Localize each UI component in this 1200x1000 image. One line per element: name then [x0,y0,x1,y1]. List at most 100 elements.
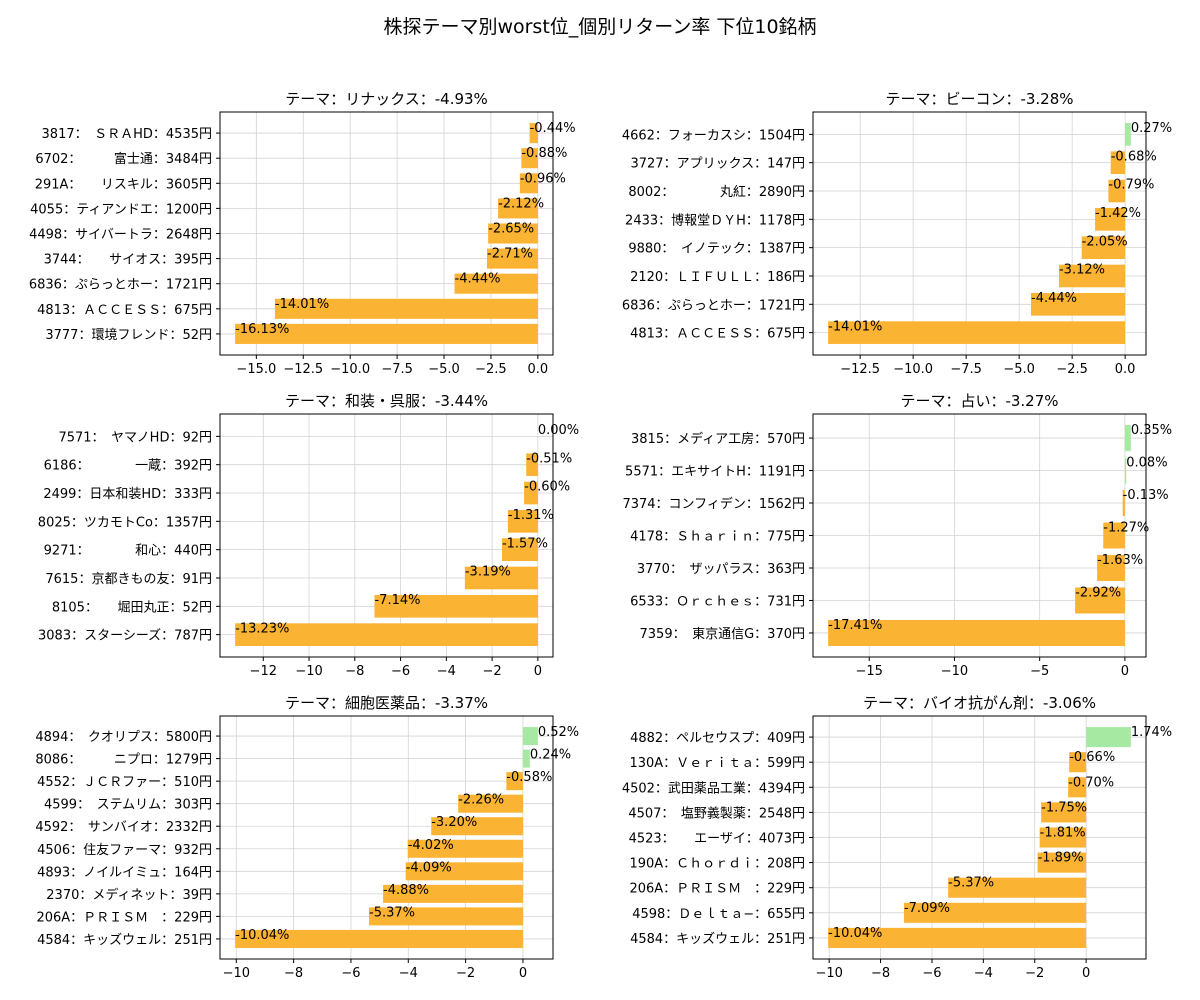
data-label: 0.00% [538,423,579,438]
bar [1103,522,1125,549]
x-tick-label: −2.5 [1056,362,1088,377]
y-tick-label: 4584：キッズウェル：251円 [630,931,805,947]
x-tick-label: −6 [341,966,360,981]
y-tick-label: 3817： ＳＲＡHD：4535円 [42,127,212,142]
y-tick-label: 291A： リスキル：3605円 [35,177,212,192]
y-tick-label: 7615：京都きもの友：91円 [45,571,212,587]
data-label: -14.01% [828,319,882,334]
bar [519,173,538,194]
x-tick-label: −15 [855,664,882,679]
bar [1081,236,1126,259]
x-tick-label: −2 [483,664,502,679]
y-tick-label: 6836：ぷらっとホー：1721円 [29,278,212,293]
axes-frame [812,111,1147,356]
subplot-4: 0.35%0.08%-0.13%-1.27%-1.63%-2.92%-17.41… [622,392,1172,679]
bar [383,884,523,903]
y-tick-label: 4523： エーザイ：4073円 [629,832,805,847]
data-label: 0.35% [1131,423,1172,438]
x-tick-label: −10 [941,664,968,679]
x-tick-label: −15.0 [236,362,276,377]
x-tick-label: −10 [223,966,250,981]
subplot-6: 1.74% -0.66% -0.70% -1.75% -1.81% -1.89% -5.37… [622,694,1172,981]
data-label: 0.08% [1126,456,1167,471]
data-label: -0.96% [520,171,566,186]
bar [454,273,538,294]
x-tick-label: −4 [974,966,993,981]
bar [1041,802,1087,823]
axes-frame [219,715,554,960]
y-tick-label: 4813：ＡＣＣＥＳＳ：675円 [630,327,805,342]
bar [828,321,1126,344]
bar [274,298,538,319]
y-tick-label: 9880： イノテック：1387円 [628,242,805,257]
y-tick-label: 9271： 和心：440円 [44,544,212,559]
x-tick-label: −2 [1025,966,1044,981]
axes-frame [219,413,554,658]
data-label: -5.37% [369,905,415,920]
x-tick-label: −12.5 [283,362,323,377]
bar [488,223,538,244]
bar [1125,123,1131,146]
bar [903,902,1087,923]
data-label: -1.31% [508,508,554,523]
bar [374,594,538,618]
bar [498,198,538,219]
y-tick-label: 4893：ノイルイミュ：164円 [37,865,212,880]
x-tick-label: −2.5 [475,362,507,377]
data-label: -1.75% [1041,800,1087,815]
y-tick-label: 4882：ペルセウスプ：409円 [630,731,805,746]
y-tick-label: 130A：Ｖｅｒｉｔａ：599円 [629,756,805,771]
subplot-5: 0.52% 0.24% -0.58%-2.26% -3.20% -4.02% -4.09%… [35,694,579,981]
x-tick-label: −8 [345,664,364,679]
bar [1031,292,1126,316]
bar [524,481,538,505]
x-tick-label: −5 [1030,664,1049,679]
bar [1124,425,1131,452]
data-label: -16.13% [235,322,289,337]
y-tick-label: 3777：環境フレンド：52円 [45,328,212,343]
x-tick-label: −2 [456,966,475,981]
y-tick-label: 3744： サイオス：395円 [44,253,212,268]
y-tick-label: 8025：ツカモトCo：1357円 [38,515,212,530]
subplot-title: テーマ：和装・呉服：-3.44% [285,392,488,410]
y-tick-label: 4894： クオリプス：5800円 [35,730,212,745]
data-label: -3.20% [431,815,477,830]
x-tick-label: −8 [284,966,303,981]
bar [1086,727,1131,748]
bar [1037,852,1087,873]
data-label: -0.79% [1108,178,1154,193]
bar [235,929,523,948]
bar [529,123,538,144]
subplot-title: テーマ：占い：-3.27% [900,392,1058,410]
bar [407,839,523,858]
bar [464,566,538,590]
data-label: -17.41% [828,618,882,633]
y-tick-label: 7571： ヤマノHD：92円 [58,430,212,445]
bar [369,907,523,926]
bar [501,538,538,561]
bar [1039,827,1087,848]
bar [487,248,538,269]
data-label: -0.68% [1111,149,1157,164]
bar [522,749,530,768]
y-tick-label: 4592： サンバイオ：2332円 [35,820,212,835]
data-label: -10.04% [828,926,882,941]
x-tick-label: −10 [295,664,322,679]
bar [507,510,538,533]
y-tick-label: 6186： 一蔵：392円 [44,459,212,474]
y-tick-label: 3083：スターシーズ：787円 [38,628,212,644]
bar [1124,457,1127,484]
data-label: -3.19% [465,565,511,580]
data-label: -0.66% [1069,750,1115,765]
subplot-3: 0.00% -0.51% -0.60% -1.31% -1.57% -3.19% -7.14… [38,392,579,679]
y-tick-label: 206A：ＰＲＩＳＭ ：229円 [629,882,805,897]
subplot-1: -0.44%-0.88%-0.96%-2.12%-2.65%-2.71%-4.4… [29,90,576,377]
data-label: -4.09% [406,860,452,875]
bar [1122,490,1125,517]
data-label: -0.60% [524,480,570,495]
y-tick-label: 5571：エキサイトH：1191円 [625,465,805,480]
y-tick-label: 4584：キッズウェル：251円 [37,932,212,948]
y-tick-label: 4599： ステムリム：303円 [44,798,212,813]
y-tick-label: 206A：ＰＲＩＳＭ ：229円 [36,910,212,925]
